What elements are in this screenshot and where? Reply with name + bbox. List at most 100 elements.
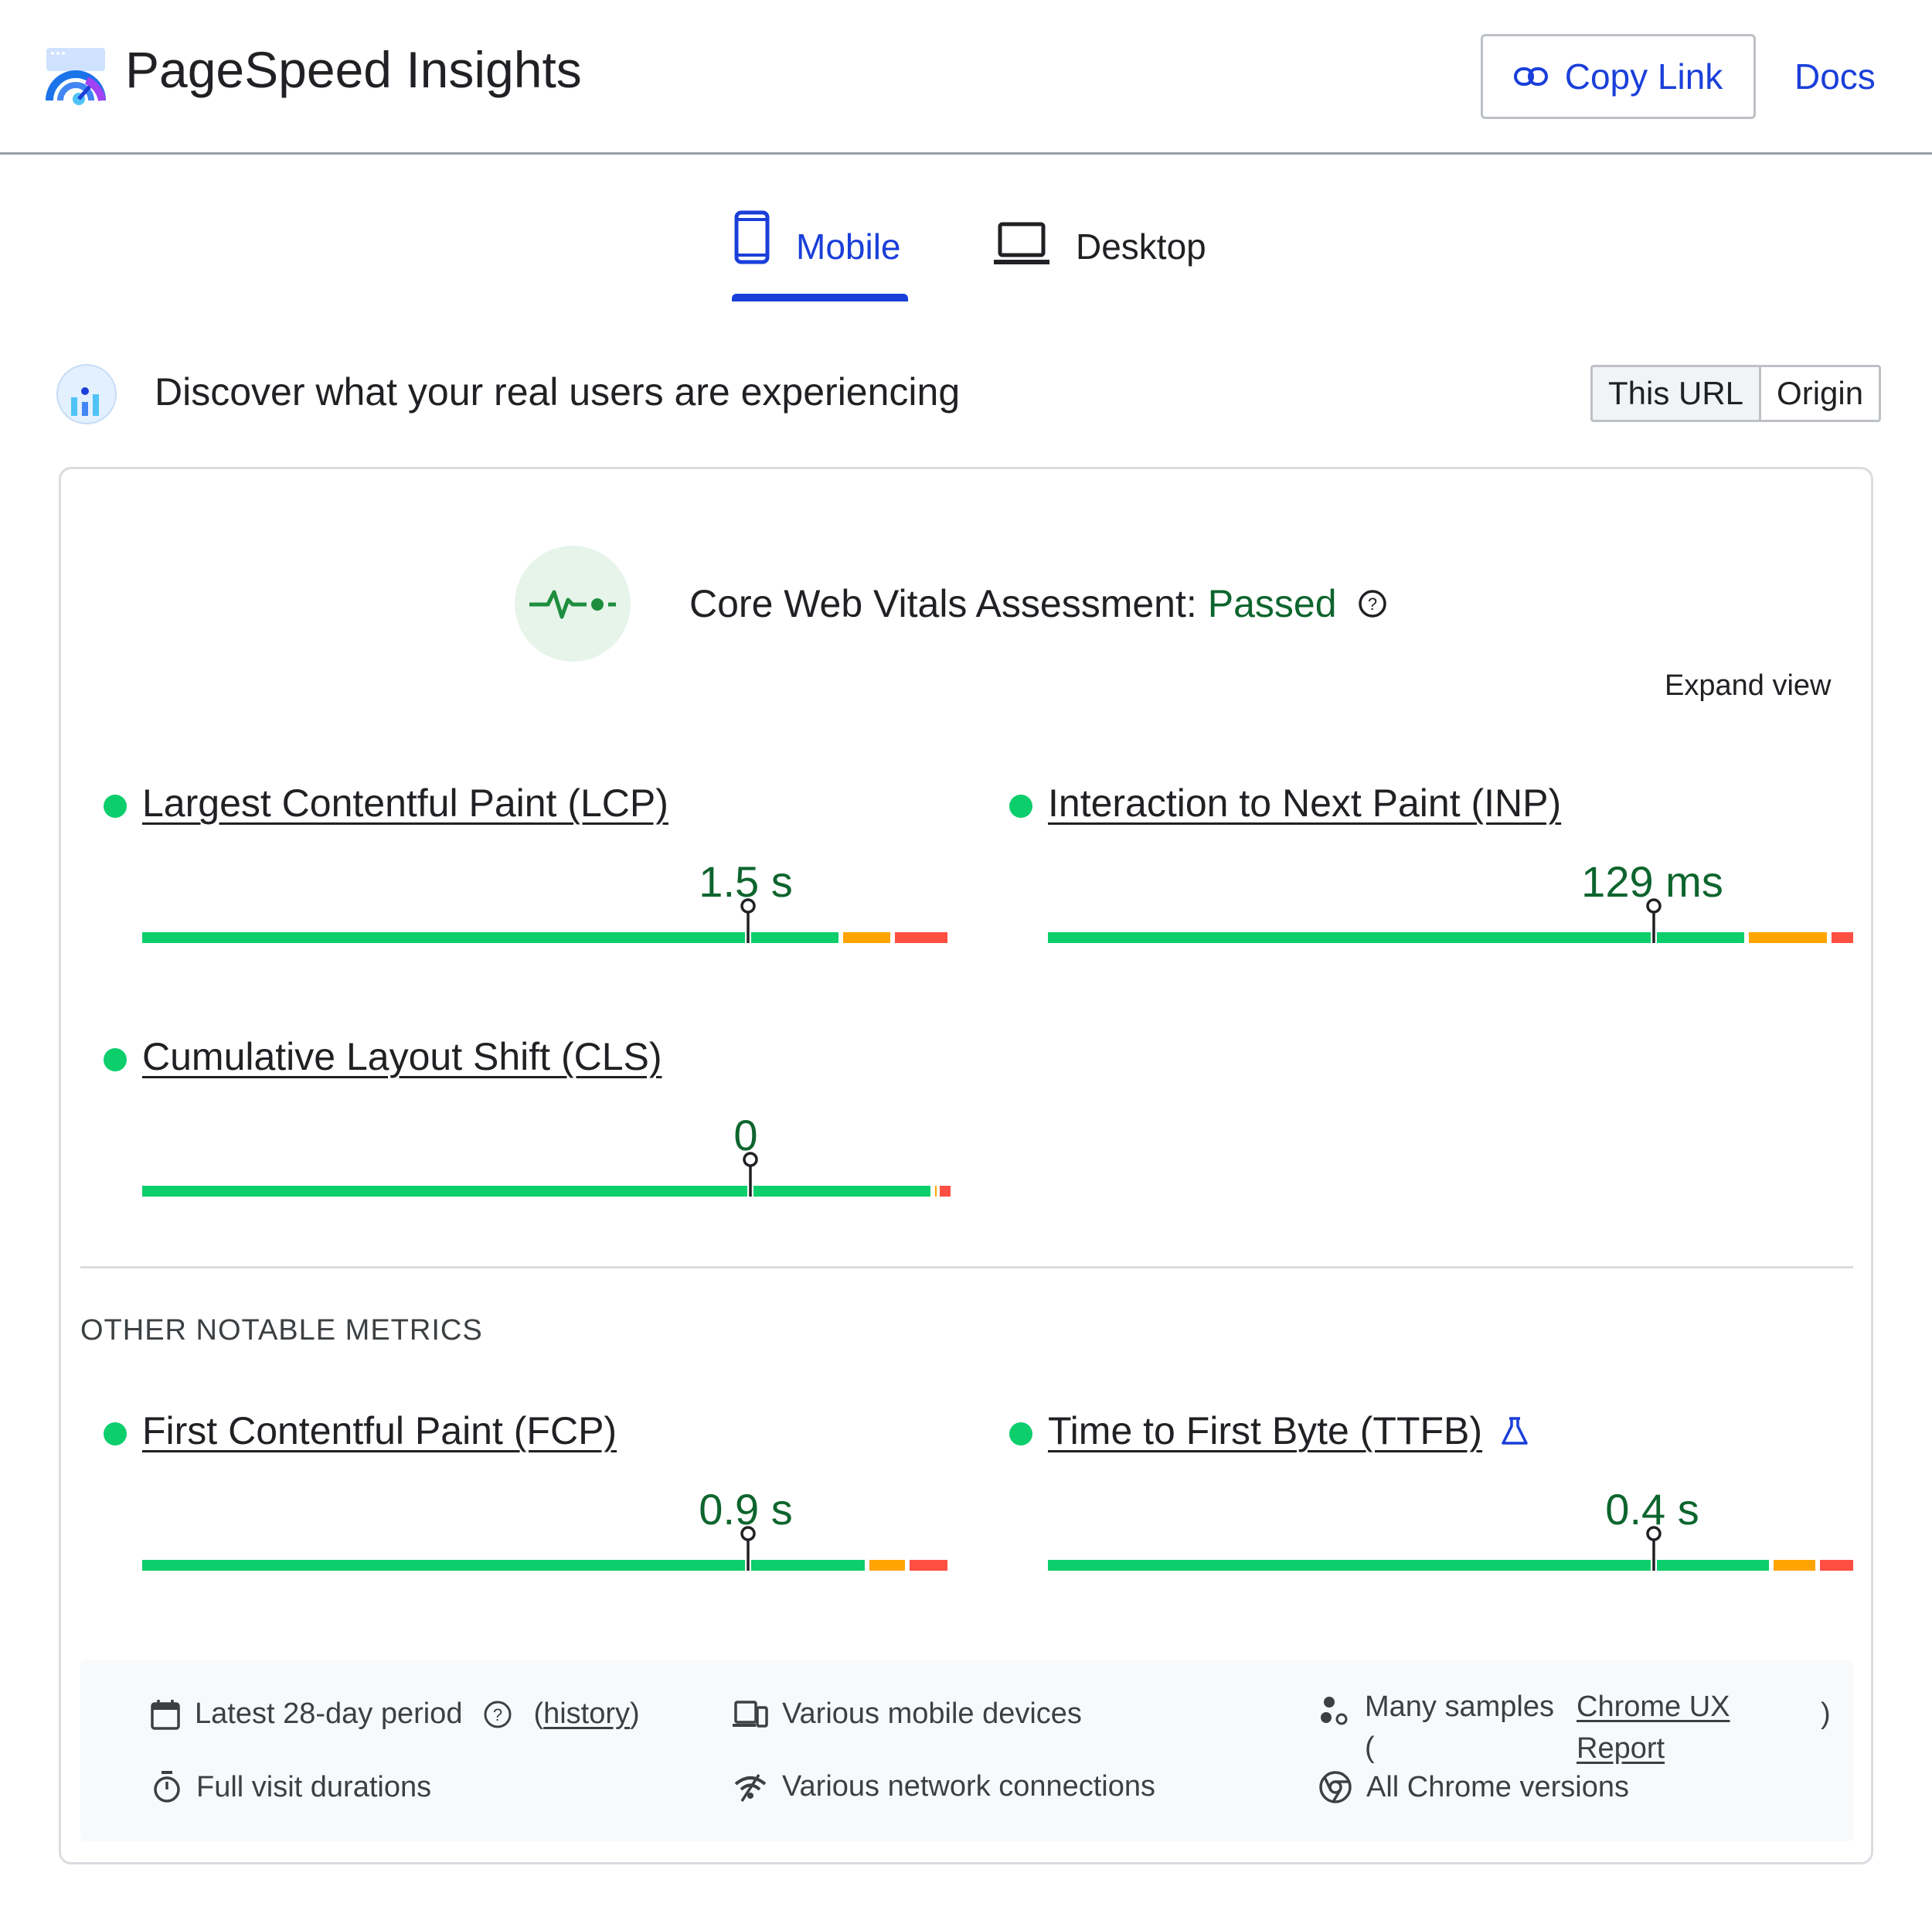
toggle-this-url[interactable]: This URL	[1593, 367, 1762, 420]
info-period-text: Latest 28-day period	[195, 1697, 463, 1730]
metric-status-dot	[104, 1422, 127, 1445]
metric-ttfb-link[interactable]: Time to First Byte (TTFB)	[1048, 1409, 1483, 1452]
bar-segment-good	[142, 1560, 745, 1571]
info-samples: Many samples	[1365, 1679, 1554, 1735]
field-data-card	[59, 467, 1873, 1864]
info-samples-open-paren: (	[1365, 1731, 1375, 1764]
bar-segment-needs-improvement	[1773, 1560, 1816, 1571]
expand-view-button[interactable]: Expand view	[1665, 669, 1832, 702]
bar-segment-good	[142, 1186, 747, 1197]
chrome-ux-report-link-line2[interactable]: Report	[1577, 1721, 1665, 1776]
metric-lcp-value: 1.5 s	[699, 857, 793, 906]
tab-desktop-label: Desktop	[1076, 226, 1206, 267]
percentile-marker-pin	[1645, 1526, 1662, 1571]
chrome-ux-report-link[interactable]: Chrome UX	[1577, 1679, 1730, 1735]
crux-globe-icon	[56, 364, 117, 424]
metric-lcp-link[interactable]: Largest Contentful Paint (LCP)	[142, 781, 668, 825]
metric-cls-value: 0	[733, 1111, 758, 1159]
samples-dots-icon	[1321, 1697, 1348, 1725]
calendar-icon	[151, 1699, 180, 1730]
info-durations: Full visit durations	[151, 1770, 431, 1804]
experimental-flask-icon	[1502, 1417, 1528, 1445]
info-network: Various network connections	[733, 1770, 1155, 1803]
crux-link-line2[interactable]: Report	[1577, 1732, 1665, 1765]
bar-segment-good	[750, 1560, 865, 1571]
bar-segment-needs-improvement	[934, 1186, 937, 1197]
info-samples-icon-wrap	[1318, 1694, 1349, 1732]
app-title: PageSpeed Insights	[125, 41, 582, 98]
info-chrome: All Chrome versions	[1318, 1770, 1629, 1804]
toggle-origin[interactable]: Origin	[1777, 375, 1864, 411]
copy-link-label: Copy Link	[1564, 56, 1723, 97]
bar-segment-poor	[940, 1186, 951, 1197]
tab-desktop[interactable]: Desktop	[994, 210, 1206, 303]
metric-status-dot	[104, 1048, 127, 1071]
help-icon[interactable]: ?	[1357, 588, 1388, 619]
metric-ttfb-distribution-bar	[1048, 1526, 1853, 1571]
tab-mobile-label: Mobile	[796, 226, 901, 267]
info-samples-text: Many samples	[1365, 1691, 1554, 1723]
copy-link-button[interactable]: Copy Link	[1481, 34, 1756, 119]
bar-segment-poor	[1831, 932, 1853, 943]
info-durations-text: Full visit durations	[196, 1770, 432, 1803]
laptop-icon	[994, 222, 1049, 264]
percentile-marker-pin	[740, 898, 756, 943]
bar-segment-poor	[1820, 1560, 1853, 1571]
bar-segment-needs-improvement	[869, 1560, 905, 1571]
metric-inp-distribution-bar	[1048, 898, 1853, 943]
history-link[interactable]: history	[543, 1697, 631, 1730]
bar-segment-needs-improvement	[843, 932, 891, 943]
metric-status-dot	[104, 795, 127, 818]
bar-segment-good	[1048, 932, 1651, 943]
percentile-marker-pin	[1645, 898, 1662, 943]
bar-segment-good	[1656, 932, 1745, 943]
assessment-status: Passed	[1207, 582, 1337, 625]
docs-link[interactable]: Docs	[1794, 56, 1876, 97]
tab-mobile[interactable]: Mobile	[734, 210, 901, 303]
metric-inp-value: 129 ms	[1581, 857, 1723, 906]
metric-status-dot	[1009, 1422, 1032, 1445]
other-metrics-label: OTHER NOTABLE METRICS	[80, 1314, 483, 1347]
bar-segment-good	[750, 932, 839, 943]
bar-segment-needs-improvement	[1749, 932, 1827, 943]
mobile-phone-icon	[734, 210, 770, 264]
crux-section-title: Discover what your real users are experi…	[155, 370, 961, 414]
metric-fcp-link[interactable]: First Contentful Paint (FCP)	[142, 1409, 617, 1452]
devices-icon	[733, 1700, 768, 1728]
active-tab-indicator	[732, 294, 908, 301]
section-divider	[80, 1266, 1853, 1268]
metric-ttfb-header: Time to First Byte (TTFB)	[1048, 1408, 1530, 1453]
link-icon	[1513, 67, 1548, 86]
info-samples-close-paren: )	[1821, 1697, 1831, 1730]
vitals-badge	[515, 546, 631, 662]
bar-segment-poor	[895, 932, 947, 943]
metric-inp-link[interactable]: Interaction to Next Paint (INP)	[1048, 781, 1562, 825]
data-info-panel	[80, 1660, 1853, 1841]
svg-text:?: ?	[493, 1705, 502, 1725]
crux-link-line1[interactable]: Chrome UX	[1577, 1691, 1730, 1723]
info-period: Latest 28-day period ? (history)	[150, 1697, 640, 1731]
network-signal-icon	[734, 1773, 767, 1802]
metric-fcp-value: 0.9 s	[699, 1485, 793, 1534]
heartbeat-icon	[529, 590, 616, 619]
metric-lcp-distribution-bar	[142, 898, 947, 943]
metric-status-dot	[1009, 795, 1032, 818]
assessment-heading: Core Web Vitals Assessment: Passed ?	[689, 581, 1388, 626]
bar-segment-good	[1656, 1560, 1769, 1571]
info-network-text: Various network connections	[782, 1770, 1155, 1803]
bar-segment-good	[1048, 1560, 1651, 1571]
svg-text:?: ?	[1367, 594, 1376, 614]
help-icon[interactable]: ?	[482, 1699, 513, 1730]
top-header	[0, 0, 1932, 155]
percentile-marker-pin	[742, 1152, 758, 1197]
info-chrome-text: All Chrome versions	[1366, 1770, 1629, 1803]
timer-icon	[154, 1771, 180, 1803]
metric-fcp-distribution-bar	[142, 1526, 947, 1571]
percentile-marker-pin	[740, 1526, 756, 1571]
bar-segment-good	[142, 932, 745, 943]
metric-cls-link[interactable]: Cumulative Layout Shift (CLS)	[142, 1035, 662, 1078]
chrome-icon	[1319, 1771, 1352, 1803]
bar-segment-good	[753, 1186, 930, 1197]
bar-segment-poor	[909, 1560, 947, 1571]
info-devices-text: Various mobile devices	[782, 1697, 1082, 1730]
